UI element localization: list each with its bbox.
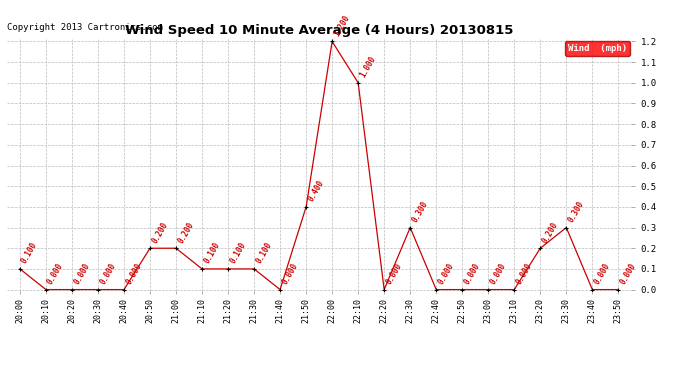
Text: 0.000: 0.000	[592, 261, 611, 286]
Text: 0.000: 0.000	[436, 261, 455, 286]
Text: 0.000: 0.000	[98, 261, 117, 286]
Text: 0.300: 0.300	[566, 199, 586, 224]
Text: 0.300: 0.300	[410, 199, 430, 224]
Text: 0.000: 0.000	[124, 261, 144, 286]
Text: 0.200: 0.200	[176, 220, 195, 245]
Text: 0.000: 0.000	[280, 261, 299, 286]
Text: Copyright 2013 Cartronics.com: Copyright 2013 Cartronics.com	[7, 23, 163, 32]
Text: 0.000: 0.000	[489, 261, 508, 286]
Text: 0.000: 0.000	[72, 261, 91, 286]
Text: 0.100: 0.100	[228, 241, 248, 265]
Text: 0.000: 0.000	[618, 261, 638, 286]
Text: 0.100: 0.100	[254, 241, 273, 265]
Title: Wind Speed 10 Minute Average (4 Hours) 20130815: Wind Speed 10 Minute Average (4 Hours) 2…	[125, 24, 513, 37]
Text: 0.100: 0.100	[20, 241, 39, 265]
Text: 0.000: 0.000	[462, 261, 482, 286]
Text: 0.100: 0.100	[202, 241, 221, 265]
Text: 0.200: 0.200	[150, 220, 169, 245]
Text: 0.000: 0.000	[384, 261, 404, 286]
Text: 0.000: 0.000	[46, 261, 66, 286]
Text: 1.000: 1.000	[358, 54, 377, 79]
Text: 0.400: 0.400	[306, 178, 326, 203]
Text: 0.000: 0.000	[514, 261, 533, 286]
Text: 0.200: 0.200	[540, 220, 560, 245]
Legend: Wind  (mph): Wind (mph)	[565, 41, 629, 56]
Text: 1.200: 1.200	[332, 13, 351, 38]
